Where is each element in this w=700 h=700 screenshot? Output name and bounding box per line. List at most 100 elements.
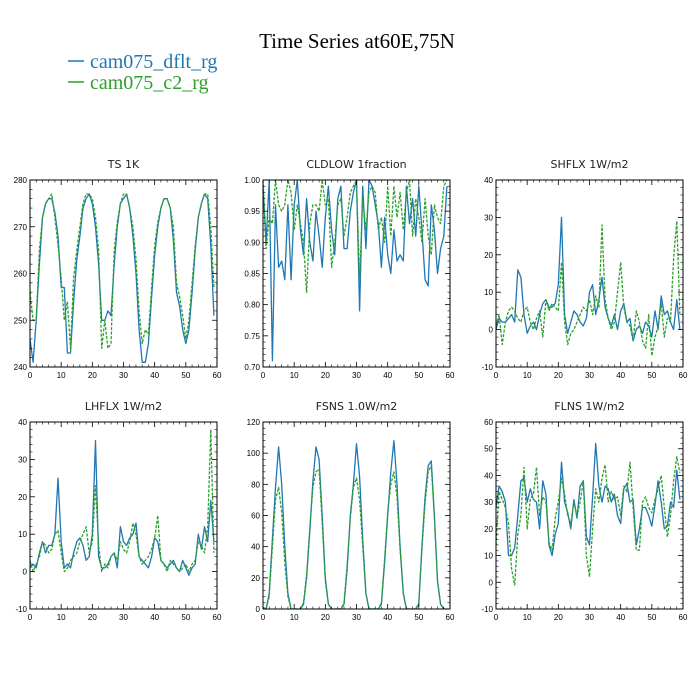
y-tick-label-shflx: 20 [484, 251, 493, 260]
panel-cldlow: CLDLOW 1fraction 0 10 20 30 40 50 60 0.70 0.75 0.8… [244, 158, 455, 380]
y-tick-label-cldlow: 0.90 [244, 238, 260, 247]
panel-grid: TS 1K 0 10 20 30 40 50 60 240 250 260 270 280 CLDLOW … [14, 158, 688, 622]
x-tick-label-cldlow: 20 [321, 371, 330, 380]
y-tick-label-cldlow: 0.70 [244, 363, 260, 372]
series-line-flns-dflt [496, 442, 681, 557]
y-tick-label-fsns: 100 [247, 449, 261, 458]
y-tick-label-lhflx: 40 [18, 418, 27, 427]
y-tick-label-ts: 240 [14, 363, 28, 372]
x-tick-label-cldlow: 30 [352, 371, 361, 380]
y-tick-label-ts: 250 [14, 316, 28, 325]
x-tick-label-fsns: 60 [446, 613, 455, 622]
x-tick-label-flns: 0 [494, 613, 499, 622]
x-tick-label-fsns: 20 [321, 613, 330, 622]
x-tick-label-lhflx: 10 [57, 613, 66, 622]
x-tick-label-fsns: 10 [290, 613, 299, 622]
x-tick-label-ts: 60 [213, 371, 222, 380]
series-line-flns-c2 [496, 456, 681, 586]
x-tick-label-lhflx: 50 [181, 613, 190, 622]
x-tick-label-lhflx: 60 [213, 613, 222, 622]
x-tick-label-fsns: 40 [383, 613, 392, 622]
y-tick-label-ts: 270 [14, 223, 28, 232]
x-tick-label-ts: 40 [150, 371, 159, 380]
x-tick-label-flns: 60 [679, 613, 688, 622]
y-tick-label-cldlow: 0.85 [244, 270, 260, 279]
legend-entry-c2: cam075_c2_rg [68, 72, 209, 94]
y-tick-label-flns: 30 [484, 498, 493, 507]
x-tick-label-fsns: 30 [352, 613, 361, 622]
panel-title-shflx: SHFLX 1W/m2 [550, 158, 628, 171]
y-tick-label-fsns: 60 [251, 512, 260, 521]
y-tick-label-flns: 10 [484, 552, 493, 561]
x-tick-label-flns: 10 [523, 613, 532, 622]
y-tick-label-cldlow: 0.80 [244, 301, 260, 310]
x-tick-label-lhflx: 40 [150, 613, 159, 622]
y-tick-label-cldlow: 0.95 [244, 207, 260, 216]
x-tick-label-flns: 20 [554, 613, 563, 622]
x-tick-label-ts: 20 [88, 371, 97, 380]
panel-title-ts: TS 1K [107, 158, 140, 171]
series-line-fsns-c2 [263, 464, 447, 609]
y-tick-label-flns: 50 [484, 445, 493, 454]
x-tick-label-cldlow: 0 [261, 371, 266, 380]
y-tick-label-lhflx: 30 [18, 455, 27, 464]
x-tick-label-ts: 50 [181, 371, 190, 380]
x-tick-label-ts: 30 [119, 371, 128, 380]
x-tick-label-lhflx: 0 [28, 613, 33, 622]
legend-label-dflt: cam075_dflt_rg [90, 51, 217, 73]
x-tick-label-fsns: 0 [261, 613, 266, 622]
x-tick-label-shflx: 0 [494, 371, 499, 380]
series-line-shflx-c2 [496, 220, 681, 357]
panel-fsns: FSNS 1.0W/m2 0 10 20 30 40 50 60 0 20 40 60 80 100 120 [247, 400, 455, 622]
y-tick-label-flns: 40 [484, 471, 493, 480]
y-tick-label-fsns: 20 [251, 574, 260, 583]
x-tick-label-shflx: 30 [585, 371, 594, 380]
x-tick-label-cldlow: 10 [290, 371, 299, 380]
y-tick-label-ts: 280 [14, 176, 28, 185]
legend-label-c2: cam075_c2_rg [90, 72, 209, 94]
y-tick-label-fsns: 0 [256, 605, 261, 614]
y-tick-label-fsns: 120 [247, 418, 261, 427]
series-line-ts-c2 [30, 193, 215, 349]
y-tick-label-lhflx: 0 [23, 568, 28, 577]
y-tick-label-cldlow: 0.75 [244, 332, 260, 341]
y-tick-label-shflx: 0 [489, 326, 494, 335]
y-tick-label-ts: 260 [14, 270, 28, 279]
x-tick-label-cldlow: 60 [446, 371, 455, 380]
y-tick-label-fsns: 80 [251, 480, 260, 489]
x-tick-label-flns: 30 [585, 613, 594, 622]
y-tick-label-cldlow: 1.00 [244, 176, 260, 185]
x-tick-label-lhflx: 30 [119, 613, 128, 622]
figure-legend: cam075_dflt_rg cam075_c2_rg [68, 51, 217, 94]
y-tick-label-fsns: 40 [251, 543, 260, 552]
figure-title: Time Series at60E,75N [259, 29, 455, 53]
legend-entry-dflt: cam075_dflt_rg [68, 51, 217, 73]
x-tick-label-cldlow: 40 [383, 371, 392, 380]
x-tick-label-cldlow: 50 [414, 371, 423, 380]
y-tick-label-lhflx: 20 [18, 493, 27, 502]
y-tick-label-flns: -10 [481, 605, 493, 614]
x-tick-label-ts: 0 [28, 371, 33, 380]
y-tick-label-flns: 20 [484, 525, 493, 534]
x-tick-label-lhflx: 20 [88, 613, 97, 622]
panel-title-flns: FLNS 1W/m2 [554, 400, 624, 413]
x-tick-label-ts: 10 [57, 371, 66, 380]
series-line-lhflx-dflt [30, 440, 215, 576]
panel-ts: TS 1K 0 10 20 30 40 50 60 240 250 260 270 280 [14, 158, 222, 380]
x-tick-label-shflx: 50 [647, 371, 656, 380]
panel-title-lhflx: LHFLX 1W/m2 [85, 400, 162, 413]
y-tick-label-shflx: 40 [484, 176, 493, 185]
x-tick-label-shflx: 40 [616, 371, 625, 380]
x-tick-label-shflx: 60 [679, 371, 688, 380]
series-line-cldlow-c2 [263, 180, 448, 293]
x-tick-label-shflx: 10 [523, 371, 532, 380]
panel-title-fsns: FSNS 1.0W/m2 [316, 400, 398, 413]
y-tick-label-flns: 0 [489, 578, 494, 587]
panel-title-cldlow: CLDLOW 1fraction [306, 158, 406, 171]
x-tick-label-fsns: 50 [414, 613, 423, 622]
x-tick-label-flns: 50 [647, 613, 656, 622]
